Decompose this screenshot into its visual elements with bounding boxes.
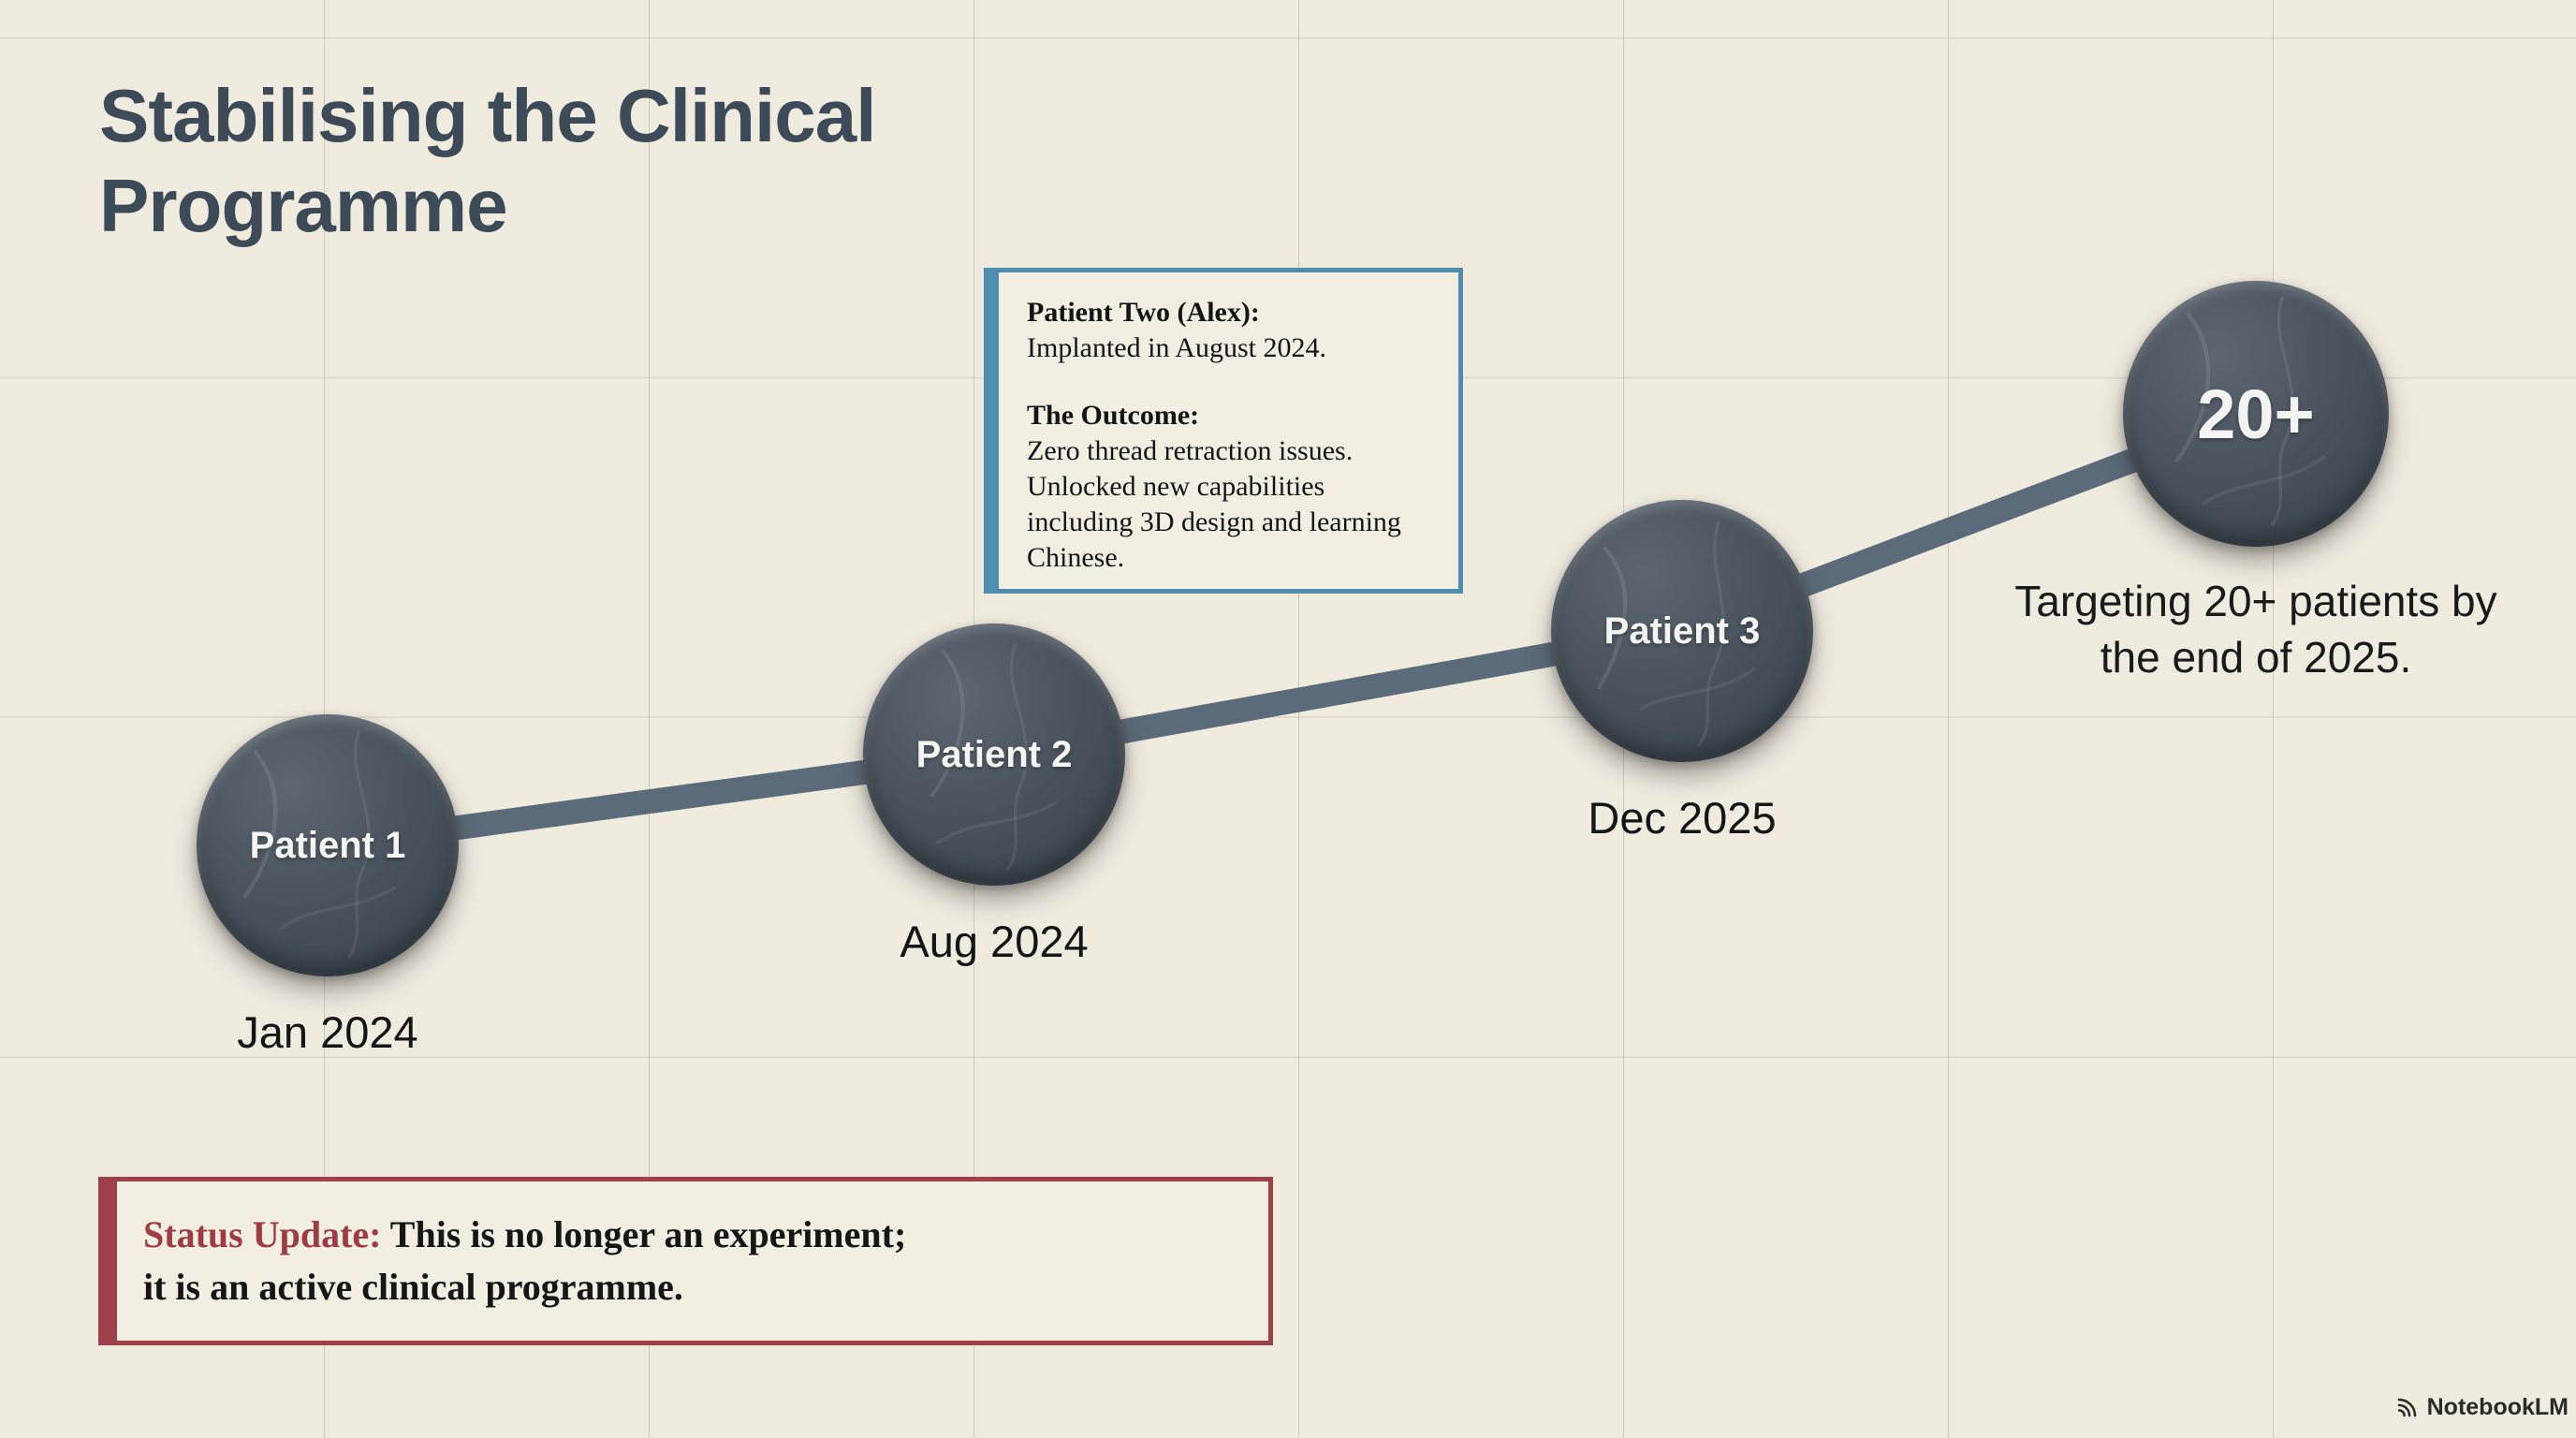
milestone-label: 20+ — [2197, 374, 2315, 453]
milestone-date-patient-3: Dec 2025 — [1588, 793, 1777, 843]
milestone-date-patient-1: Jan 2024 — [237, 1007, 418, 1057]
marble-texture — [2174, 296, 2326, 527]
marble-texture — [929, 643, 1059, 872]
callout-heading-2: The Outcome: — [1027, 400, 1200, 431]
notebooklm-logo: NotebookLM — [2394, 1394, 2569, 1421]
status-line-1: This is no longer an experiment; — [389, 1213, 907, 1255]
notebooklm-arcs-icon — [2397, 1398, 2416, 1417]
status-label: Status Update: — [143, 1213, 382, 1255]
status-line-2: it is an active clinical programme. — [143, 1266, 683, 1308]
milestone-label: Patient 1 — [249, 824, 406, 866]
milestone-date-patient-2: Aug 2024 — [900, 917, 1089, 966]
callout-body-2b: Unlocked new capabilities including 3D d… — [1027, 471, 1401, 573]
callout-body-2a: Zero thread retraction issues. — [1027, 435, 1354, 466]
notebooklm-wordmark: NotebookLM — [2426, 1394, 2569, 1420]
marble-texture — [242, 729, 397, 960]
milestone-label: Patient 3 — [1603, 609, 1761, 652]
milestone-node-patient-2: Patient 2 — [863, 624, 1125, 886]
milestone-node-target-20plus: 20+ — [2123, 281, 2389, 547]
target-caption: Targeting 20+ patients by the end of 202… — [2014, 577, 2497, 682]
milestone-label: Patient 2 — [915, 733, 1073, 775]
status-update-banner: Status Update: This is no longer an expe… — [98, 1177, 1273, 1345]
milestone-node-patient-3: Patient 3 — [1551, 500, 1813, 762]
marble-texture — [1596, 520, 1757, 748]
status-text: Status Update: This is no longer an expe… — [143, 1209, 906, 1313]
callout-body-1: Implanted in August 2024. — [1027, 332, 1326, 363]
page-title: Stabilising the Clinical Programme — [99, 74, 876, 247]
callout-heading-1: Patient Two (Alex): — [1027, 297, 1260, 328]
milestone-node-patient-1: Patient 1 — [197, 714, 459, 976]
patient-two-callout: Patient Two (Alex): Implanted in August … — [984, 268, 1463, 594]
